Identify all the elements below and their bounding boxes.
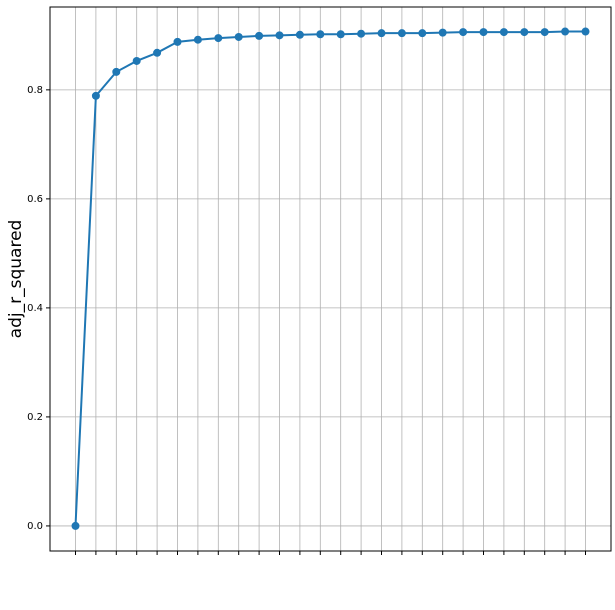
point xyxy=(71,521,80,530)
y-axis-label: adj_r_squared xyxy=(6,220,26,339)
y-tick-label: 0.0 xyxy=(27,521,43,532)
point xyxy=(275,31,284,40)
point xyxy=(459,28,468,37)
point xyxy=(520,28,529,37)
point xyxy=(418,29,427,38)
point xyxy=(91,91,100,100)
point xyxy=(255,31,264,40)
point xyxy=(336,30,345,39)
point xyxy=(132,56,141,65)
point xyxy=(153,48,162,57)
point xyxy=(214,34,223,43)
point xyxy=(295,30,304,39)
point xyxy=(234,32,243,41)
point xyxy=(499,28,508,37)
y-tick-label: 0.8 xyxy=(27,85,43,96)
point xyxy=(540,28,549,37)
line xyxy=(74,30,586,526)
y-tick-label: 0.6 xyxy=(27,194,43,205)
point xyxy=(357,29,366,38)
point xyxy=(193,35,202,44)
point xyxy=(581,27,590,36)
point xyxy=(112,67,121,76)
point xyxy=(438,28,447,37)
y-tick-label: 0.4 xyxy=(27,303,43,314)
plot-frame xyxy=(49,6,612,552)
y-tick-label: 0.2 xyxy=(27,412,43,423)
point xyxy=(173,37,182,46)
point xyxy=(397,29,406,38)
point xyxy=(561,27,570,36)
point xyxy=(479,28,488,37)
point xyxy=(377,29,386,38)
point xyxy=(316,30,325,39)
